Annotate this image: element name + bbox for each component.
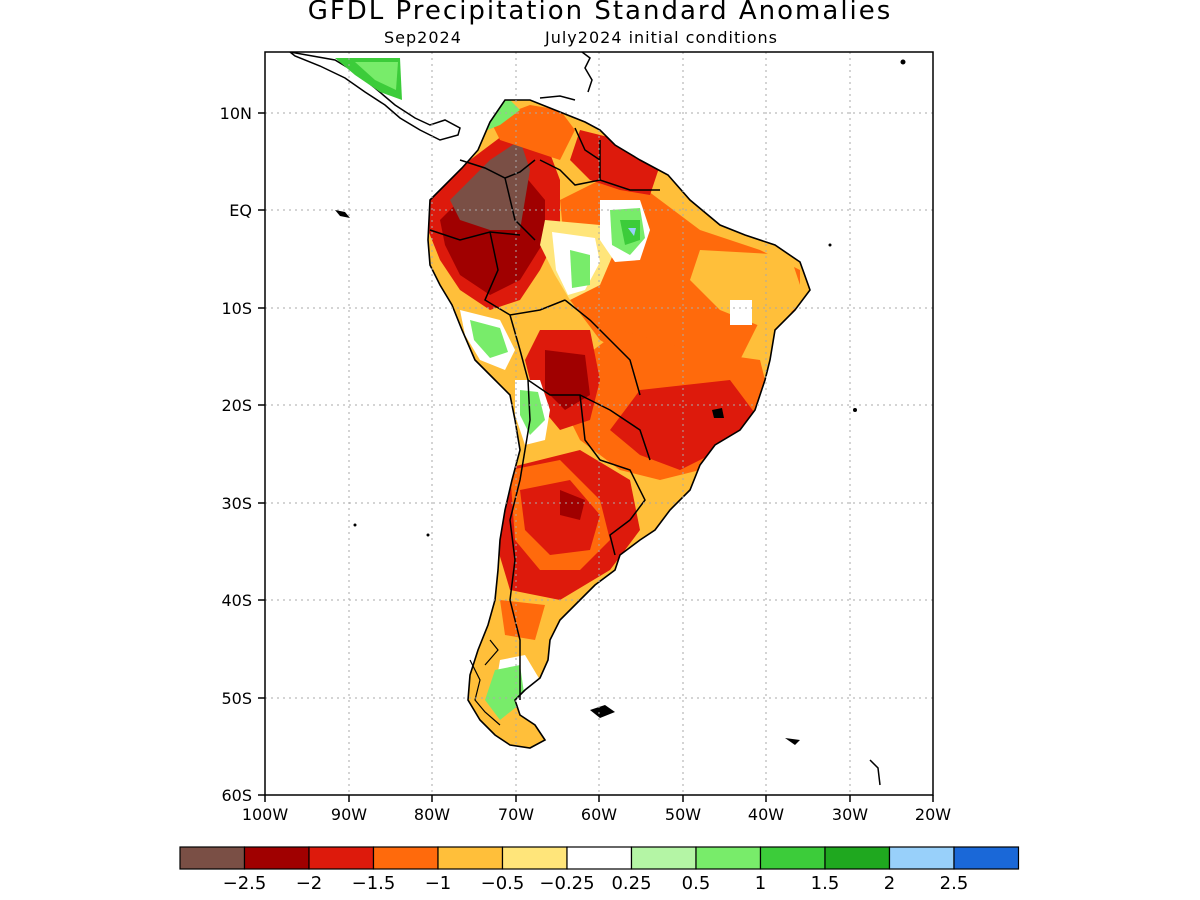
colorbar-label: −0.5 xyxy=(481,873,525,894)
lat-label: 10S xyxy=(221,299,252,318)
colorbar-label: 1 xyxy=(755,873,766,894)
colorbar-swatch xyxy=(308,846,375,870)
colorbar-swatch xyxy=(953,846,1020,870)
colorbar-swatch xyxy=(501,846,568,870)
lat-label: 10N xyxy=(220,104,252,123)
lat-label: EQ xyxy=(229,201,252,220)
lon-label: 30W xyxy=(832,805,868,824)
forecast-month: Sep2024 xyxy=(384,28,462,47)
anomaly-field xyxy=(428,100,810,748)
colorbar-swatch xyxy=(888,846,955,870)
lat-label: 30S xyxy=(221,494,252,513)
lon-label: 80W xyxy=(414,805,450,824)
longitude-labels: 100W 90W 80W 70W 60W 50W 40W 30W 20W xyxy=(242,805,951,824)
colorbar-label: 0.5 xyxy=(682,873,711,894)
lon-label: 50W xyxy=(665,805,701,824)
colorbar-label: −1.5 xyxy=(352,873,396,894)
colorbar-swatch xyxy=(630,846,697,870)
lon-label: 70W xyxy=(498,805,534,824)
colorbar-swatch xyxy=(243,846,310,870)
lat-label: 40S xyxy=(221,591,252,610)
coastlines-borders xyxy=(335,59,906,786)
colorbar-swatch xyxy=(179,846,246,870)
colorbar-label: −0.25 xyxy=(539,873,594,894)
colorbar-label: 2.5 xyxy=(940,873,969,894)
latitude-labels: 10N EQ 10S 20S 30S 40S 50S 60S xyxy=(220,104,252,805)
central-america-land xyxy=(289,52,593,141)
tick-marks xyxy=(258,112,934,802)
lon-label: 20W xyxy=(915,805,951,824)
colorbar-label: 1.5 xyxy=(811,873,840,894)
lat-label: 20S xyxy=(221,396,252,415)
colorbar-swatch xyxy=(437,846,504,870)
lon-label: 100W xyxy=(242,805,289,824)
initial-conditions: July2024 initial conditions xyxy=(545,28,778,47)
map-title: GFDL Precipitation Standard Anomalies xyxy=(307,0,893,26)
lat-label: 60S xyxy=(221,786,252,805)
colorbar-swatch xyxy=(566,846,633,870)
colorbar: −2.5 −2 −1.5 −1 −0.5 −0.25 0.25 0.5 1 1.5 2 2.5 xyxy=(179,846,1020,894)
colorbar-swatch xyxy=(759,846,826,870)
lon-label: 40W xyxy=(748,805,784,824)
grid-lines xyxy=(265,52,933,795)
colorbar-swatch xyxy=(372,846,439,870)
colorbar-label: −2.5 xyxy=(223,873,267,894)
lon-label: 90W xyxy=(331,805,367,824)
colorbar-label: 0.25 xyxy=(611,873,651,894)
colorbar-label: −1 xyxy=(425,873,452,894)
lat-label: 50S xyxy=(221,689,252,708)
colorbar-label: 2 xyxy=(884,873,895,894)
lon-label: 60W xyxy=(581,805,617,824)
colorbar-swatch xyxy=(824,846,891,870)
colorbar-swatch xyxy=(695,846,762,870)
colorbar-label: −2 xyxy=(296,873,323,894)
